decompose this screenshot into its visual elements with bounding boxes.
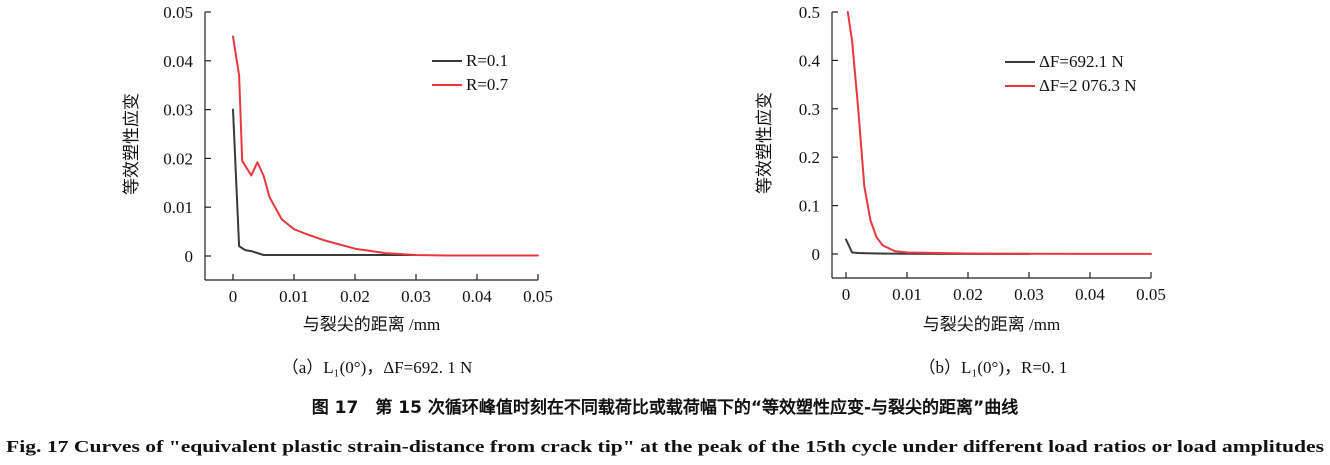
y-tick-label: 0.02 [163,149,193,168]
figure-caption-en: Fig. 17 Curves of "equivalent plastic st… [6,437,1324,456]
x-tick-label: 0.02 [953,285,983,304]
series-line-red [846,11,1152,255]
x-tick-label: 0.02 [340,287,370,306]
figure-caption-cn: 图 17 第 15 次循环峰值时刻在不同载荷比或载荷幅下的“等效塑性应变-与裂尖… [312,397,1018,418]
series-line-black [845,238,1030,255]
x-tick-label: 0.05 [523,287,553,306]
y-axis-title: 等效塑性应变 [755,92,774,194]
sub-caption-a: （a）L₁(0°)，ΔF=692. 1 N [282,358,472,377]
y-tick-label: 0.01 [163,198,193,217]
y-tick-label: 0.3 [799,100,820,119]
y-tick-label: 0.03 [163,101,193,120]
x-tick-label: 0.03 [401,287,431,306]
x-tick-label: 0.04 [1075,285,1105,304]
x-axis-title: 与裂尖的距离 /mm [923,315,1060,334]
y-tick-label: 0.05 [163,3,193,22]
legend-label: R=0.1 [466,51,508,70]
y-tick-label: 0.1 [799,197,820,216]
series-line-red [232,35,539,257]
y-tick-label: 0.04 [163,52,193,71]
y-tick-label: 0.5 [799,3,820,22]
x-tick-label: 0 [229,287,238,306]
chart-a: 0 0.01 0.02 0.03 0.04 0.05 0 0.01 0.02 0.03 0.04 0.… [122,3,553,334]
y-tick-label: 0.4 [799,51,821,70]
legend-label: ΔF=692.1 N [1039,52,1124,71]
y-tick-label: 0 [185,247,194,266]
x-tick-label: 0.01 [279,287,309,306]
series-line-black [232,108,417,256]
x-tick-label: 0.01 [892,285,922,304]
y-axis-title: 等效塑性应变 [122,93,141,195]
x-tick-label: 0.04 [462,287,492,306]
x-tick-label: 0.03 [1014,285,1044,304]
legend-label: R=0.7 [466,75,509,94]
legend-label: ΔF=2 076.3 N [1039,76,1137,95]
x-axis-title: 与裂尖的距离 /mm [303,315,440,334]
chart-b: 0 0.1 0.2 0.3 0.4 0.5 0 0.01 0.02 0.03 0.04 0.05 与裂尖… [755,3,1166,334]
y-tick-label: 0 [812,245,821,264]
x-tick-label: 0 [842,285,851,304]
x-tick-label: 0.05 [1136,285,1166,304]
y-tick-label: 0.2 [799,148,820,167]
sub-caption-b: （b）L₁(0°)，R=0. 1 [919,358,1068,377]
